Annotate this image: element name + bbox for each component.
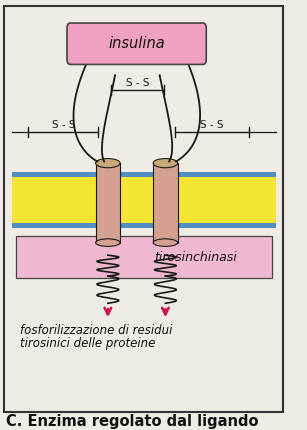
- Bar: [153, 163, 178, 243]
- FancyBboxPatch shape: [67, 23, 206, 64]
- Ellipse shape: [153, 159, 178, 168]
- Text: S - S: S - S: [200, 120, 224, 130]
- Bar: [11, 172, 276, 177]
- FancyBboxPatch shape: [16, 237, 272, 278]
- Ellipse shape: [153, 239, 178, 246]
- Text: fosforilizzazione di residui: fosforilizzazione di residui: [20, 324, 173, 337]
- Text: C. Enzima regolato dal ligando: C. Enzima regolato dal ligando: [6, 414, 258, 429]
- Bar: [11, 172, 276, 228]
- Text: S - S: S - S: [126, 78, 149, 88]
- Bar: [96, 163, 120, 243]
- Text: insulina: insulina: [108, 36, 165, 51]
- Text: tirosinici delle proteine: tirosinici delle proteine: [20, 337, 156, 350]
- Ellipse shape: [96, 159, 120, 168]
- Text: tirosinchinasi: tirosinchinasi: [154, 251, 237, 264]
- Text: S - S: S - S: [52, 120, 75, 130]
- Ellipse shape: [96, 239, 120, 246]
- Bar: [11, 223, 276, 228]
